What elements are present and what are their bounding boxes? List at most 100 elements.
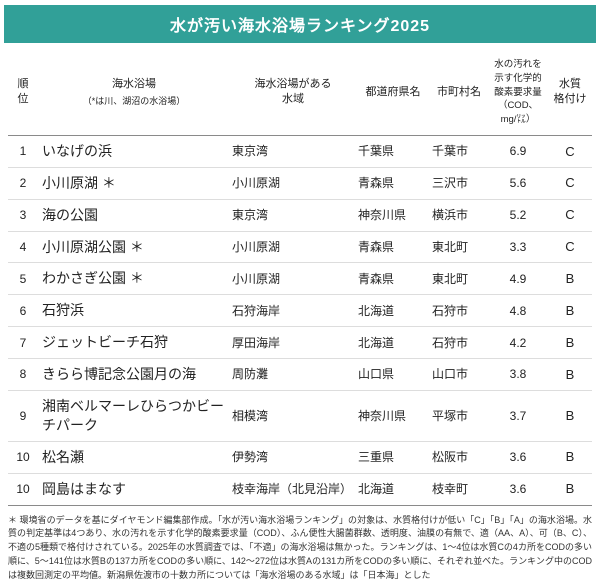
water-area-cell: 小川原湖 (230, 167, 356, 200)
beach-name-cell: 小川原湖 ＊ (38, 167, 230, 200)
cod-value-cell: 5.2 (488, 199, 548, 232)
col-header-cod: 水の汚れを 示す化学的 酸素要求量 （COD、 mg/㍑） (488, 52, 548, 135)
rank-cell: 4 (8, 231, 38, 264)
page-title: 水が汚い海水浴場ランキング2025 (169, 18, 431, 35)
table-row: 1 いなげの浜 東京湾 千葉県 千葉市 6.9 C (8, 135, 592, 168)
cod-value-cell: 3.6 (488, 473, 548, 506)
beach-name-cell: 海の公園 (38, 199, 230, 232)
beach-name-cell: 松名瀬 (38, 441, 230, 474)
grade-cell: B (548, 294, 592, 328)
city-cell: 山口市 (430, 358, 488, 391)
footnote: ＊ 環境省のデータを基にダイヤモンド編集部作成。「水が汚い海水浴場ランキング」の… (8, 514, 592, 581)
prefecture-cell: 山口県 (356, 358, 430, 391)
prefecture-cell: 北海道 (356, 294, 430, 328)
col-header-cod-lines: 水の汚れを 示す化学的 酸素要求量 （COD、 mg/㍑） (494, 59, 542, 126)
title-bar: 水が汚い海水浴場ランキング2025 (4, 5, 596, 43)
grade-cell: C (548, 199, 592, 232)
prefecture-cell: 千葉県 (356, 135, 430, 168)
cod-value-cell: 4.8 (488, 294, 548, 328)
col-header-rank: 順 位 (17, 78, 29, 106)
water-area-cell: 厚田海岸 (230, 326, 356, 360)
rank-cell: 2 (8, 167, 38, 200)
water-area-cell: 小川原湖 (230, 262, 356, 296)
city-cell: 石狩市 (430, 326, 488, 360)
col-header-beach-main: 海水浴場 (112, 78, 156, 91)
beach-name-cell: 岡島はまなす (38, 473, 230, 506)
cod-value-cell: 3.8 (488, 358, 548, 391)
water-area-cell: 小川原湖 (230, 231, 356, 264)
cod-value-cell: 4.2 (488, 326, 548, 360)
cod-value-cell: 5.6 (488, 167, 548, 200)
col-header-beach: 海水浴場 （*は川、湖沼の水浴場） (38, 52, 230, 135)
prefecture-cell: 北海道 (356, 473, 430, 506)
cod-value-cell: 4.9 (488, 262, 548, 296)
beach-name-cell: いなげの浜 (38, 135, 230, 168)
col-header-beach-note: （*は川、湖沼の水浴場） (82, 95, 186, 106)
water-area-cell: 枝幸海岸（北見沿岸） (230, 473, 356, 506)
prefecture-cell: 神奈川県 (356, 390, 430, 442)
beach-name-cell: 湘南ベルマーレひらつかビーチパーク (38, 390, 230, 442)
table-header-row: 順 位 海水浴場 （*は川、湖沼の水浴場） 海水浴場がある 水域 都道府県名 市… (8, 52, 592, 136)
grade-cell: B (548, 390, 592, 442)
city-cell: 平塚市 (430, 390, 488, 442)
beach-name-cell: 石狩浜 (38, 294, 230, 328)
col-header-prefecture: 都道府県名 (365, 85, 421, 98)
beach-name-cell: きらら博記念公園月の海 (38, 358, 230, 391)
col-header-water-area: 海水浴場がある 水域 (254, 78, 332, 106)
infographic-page: 水が汚い海水浴場ランキング2025 順 位 海水浴場 （*は川、湖沼の水浴場） … (0, 5, 600, 583)
cod-value-cell: 6.9 (488, 135, 548, 168)
rank-cell: 7 (8, 326, 38, 360)
table-row: 10 松名瀬 伊勢湾 三重県 松阪市 3.6 B (8, 441, 592, 474)
grade-cell: C (548, 167, 592, 200)
table-row: 6 石狩浜 石狩海岸 北海道 石狩市 4.8 B (8, 294, 592, 328)
water-area-cell: 石狩海岸 (230, 294, 356, 328)
city-cell: 東北町 (430, 262, 488, 296)
prefecture-cell: 青森県 (356, 231, 430, 264)
water-area-cell: 東京湾 (230, 199, 356, 232)
water-area-cell: 伊勢湾 (230, 441, 356, 474)
city-cell: 石狩市 (430, 294, 488, 328)
table-row: 5 わかさぎ公園 ＊小川原湖 青森県 東北町 4.9 B (8, 262, 592, 296)
beach-name-cell: わかさぎ公園 ＊ (38, 262, 230, 296)
cod-value-cell: 3.6 (488, 441, 548, 474)
table-row: 4 小川原湖公園 ＊小川原湖 青森県 東北町 3.3 C (8, 231, 592, 264)
rank-cell: 10 (8, 473, 38, 506)
rank-cell: 5 (8, 262, 38, 296)
rank-cell: 3 (8, 199, 38, 232)
ranking-table: 順 位 海水浴場 （*は川、湖沼の水浴場） 海水浴場がある 水域 都道府県名 市… (8, 52, 592, 506)
table-row: 9 湘南ベルマーレひらつかビーチパーク 相模湾 神奈川県 平塚市 3.7 B (8, 390, 592, 442)
beach-name-cell: 小川原湖公園 ＊ (38, 231, 230, 264)
rank-cell: 9 (8, 390, 38, 442)
water-area-cell: 東京湾 (230, 135, 356, 168)
rank-cell: 6 (8, 294, 38, 328)
prefecture-cell: 青森県 (356, 262, 430, 296)
beach-name-cell: ジェットビーチ石狩 (38, 326, 230, 360)
grade-cell: B (548, 326, 592, 360)
city-cell: 千葉市 (430, 135, 488, 168)
grade-cell: B (548, 358, 592, 391)
col-header-city: 市町村名 (437, 85, 481, 98)
prefecture-cell: 三重県 (356, 441, 430, 474)
city-cell: 松阪市 (430, 441, 488, 474)
water-area-cell: 周防灘 (230, 358, 356, 391)
rank-cell: 8 (8, 358, 38, 391)
table-row: 2 小川原湖 ＊小川原湖 青森県 三沢市 5.6 C (8, 167, 592, 200)
table-row: 8 きらら博記念公園月の海 周防灘 山口県 山口市 3.8 B (8, 358, 592, 391)
rank-cell: 10 (8, 441, 38, 474)
city-cell: 枝幸町 (430, 473, 488, 506)
table-row: 3 海の公園 東京湾 神奈川県 横浜市 5.2 C (8, 199, 592, 232)
col-header-grade: 水質 格付け (553, 78, 587, 106)
rank-cell: 1 (8, 135, 38, 168)
table-body: 1 いなげの浜 東京湾 千葉県 千葉市 6.9 C 2 小川原湖 ＊小川原湖 青森県 三沢市 5.6 C… (8, 135, 592, 506)
table-row: 10 岡島はまなす 枝幸海岸（北見沿岸） 北海道 枝幸町 3.6 B (8, 473, 592, 506)
city-cell: 横浜市 (430, 199, 488, 232)
city-cell: 三沢市 (430, 167, 488, 200)
grade-cell: B (548, 262, 592, 296)
prefecture-cell: 青森県 (356, 167, 430, 200)
water-area-cell: 相模湾 (230, 390, 356, 442)
grade-cell: B (548, 441, 592, 474)
cod-value-cell: 3.3 (488, 231, 548, 264)
grade-cell: B (548, 473, 592, 506)
cod-value-cell: 3.7 (488, 390, 548, 442)
prefecture-cell: 神奈川県 (356, 199, 430, 232)
